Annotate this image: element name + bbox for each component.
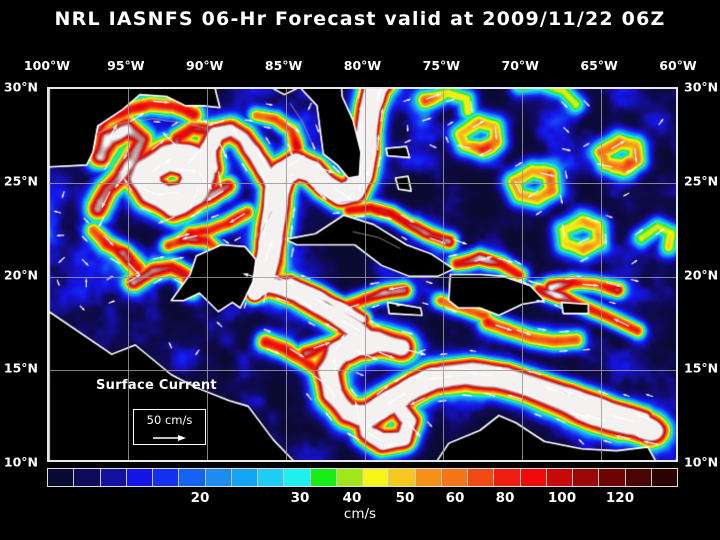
colorbar-tick-50: 50 (395, 490, 415, 506)
colorbar-tick-100: 100 (547, 490, 577, 506)
colorbar-swatch-0 (48, 469, 75, 486)
map-plot-area[interactable] (47, 87, 678, 462)
colorbar-swatch-17 (494, 469, 521, 486)
colorbar-swatch-21 (599, 469, 626, 486)
colorbar-swatch-3 (126, 469, 153, 486)
lat-tick-right-15°N: 15°N (684, 360, 719, 376)
colorbar-swatch-23 (651, 469, 677, 486)
vector-scale-box: 50 cm/s (133, 409, 206, 445)
lat-tick-right-20°N: 20°N (684, 267, 719, 282)
colorbar-swatch-13 (389, 469, 416, 486)
colorbar-swatch-12 (363, 469, 390, 486)
lon-tick-75°W: 75°W (422, 58, 461, 73)
colorbar-swatch-15 (441, 469, 468, 486)
colorbar-tick-80: 80 (495, 490, 515, 506)
lon-tick-70°W: 70°W (501, 58, 539, 73)
lon-tick-60°W: 60°W (659, 58, 697, 73)
colorbar-tick-30: 30 (290, 490, 310, 506)
colorbar-swatch-2 (100, 469, 127, 486)
colorbar-tick-20: 20 (190, 490, 210, 506)
colorbar-swatch-16 (468, 469, 495, 486)
lon-tick-90°W: 90°W (186, 58, 224, 73)
colorbar-tick-60: 60 (445, 490, 465, 506)
figure-title: NRL IASNFS 06-Hr Forecast valid at 2009/… (54, 8, 666, 30)
lon-tick-85°W: 85°W (264, 58, 303, 73)
lon-tick-95°W: 95°W (107, 58, 145, 73)
lat-tick-left-15°N: 15°N (3, 360, 38, 376)
colorbar-swatch-19 (546, 469, 573, 486)
lon-tick-65°W: 65°W (580, 58, 618, 73)
colorbar-swatch-7 (231, 469, 258, 486)
lon-tick-80°W: 80°W (343, 58, 382, 73)
colorbar-swatch-5 (179, 469, 206, 486)
colorbar-swatch-10 (310, 469, 337, 486)
lon-tick-100°W: 100°W (23, 58, 71, 73)
lat-tick-right-10°N: 10°N (684, 454, 719, 470)
colorbar-swatch-20 (573, 469, 600, 486)
lat-tick-left-30°N: 30°N (3, 79, 38, 95)
colorbar-swatch-11 (336, 469, 363, 486)
surface-current-legend-label: Surface Current (96, 378, 217, 393)
lat-tick-right-30°N: 30°N (684, 79, 719, 95)
colorbar-swatch-1 (74, 469, 101, 486)
lat-tick-left-10°N: 10°N (3, 454, 38, 470)
colorbar[interactable] (47, 468, 678, 487)
colorbar-swatch-4 (153, 469, 180, 486)
colorbar-tick-40: 40 (342, 490, 362, 506)
right-arrow-icon (153, 435, 186, 441)
lat-tick-left-20°N: 20°N (3, 267, 38, 282)
colorbar-swatch-14 (415, 469, 442, 486)
colorbar-unit-label: cm/s (343, 506, 377, 522)
surface-current-speed-field (49, 89, 676, 460)
colorbar-swatch-22 (625, 469, 652, 486)
colorbar-swatch-8 (258, 469, 285, 486)
colorbar-swatch-18 (520, 469, 547, 486)
lat-tick-right-25°N: 25°N (684, 173, 719, 189)
lat-tick-left-25°N: 25°N (3, 173, 38, 189)
colorbar-swatch-6 (205, 469, 232, 486)
colorbar-swatch-9 (284, 469, 311, 486)
vector-scale-label: 50 cm/s (146, 413, 193, 427)
colorbar-tick-120: 120 (605, 490, 635, 506)
